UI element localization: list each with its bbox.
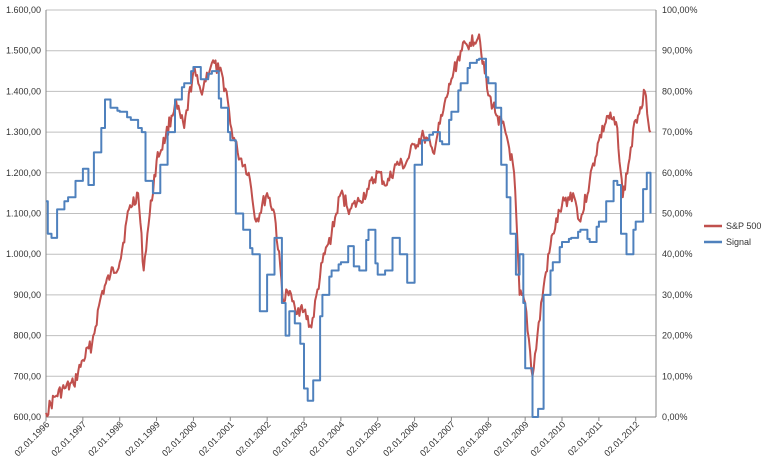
x-tick-label: 02.01.2005 [344, 419, 383, 458]
right-tick-label: 90,00% [662, 46, 693, 56]
right-tick-label: 60,00% [662, 168, 693, 178]
left-axis-tick-labels: 600,00 700,00 800,00 900,00 1.000,00 1.100,00… [6, 5, 41, 422]
x-tick-label: 02.01.1997 [49, 419, 88, 458]
left-tick-label: 1.300,00 [6, 127, 41, 137]
x-tick-label: 02.01.2000 [160, 419, 199, 458]
x-axis-tick-labels: 02.01.199602.01.199702.01.199802.01.1999… [12, 419, 641, 458]
x-tick-label: 02.01.1999 [123, 419, 162, 458]
left-tick-label: 900,00 [13, 290, 41, 300]
right-tick-label: 40,00% [662, 249, 693, 259]
right-tick-label: 0,00% [662, 412, 688, 422]
right-tick-label: 70,00% [662, 127, 693, 137]
right-tick-label: 80,00% [662, 86, 693, 96]
legend-label: S&P 500 [726, 221, 761, 231]
right-tick-label: 50,00% [662, 209, 693, 219]
series-lines [45, 33, 652, 418]
x-tick-label: 02.01.2010 [529, 419, 568, 458]
x-tick-label: 02.01.2002 [234, 419, 273, 458]
left-tick-label: 1.600,00 [6, 5, 41, 15]
right-tick-label: 20,00% [662, 331, 693, 341]
x-tick-label: 02.01.2011 [566, 419, 604, 457]
sp500-series-line [45, 33, 652, 418]
x-tick-label: 02.01.2008 [455, 419, 494, 458]
left-tick-label: 700,00 [13, 371, 41, 381]
x-tick-label: 02.01.1998 [86, 419, 125, 458]
right-tick-label: 30,00% [662, 290, 693, 300]
x-tick-label: 02.01.2004 [307, 419, 346, 458]
x-tick-label: 02.01.2012 [602, 419, 641, 458]
left-tick-label: 1.400,00 [6, 86, 41, 96]
left-tick-label: 1.500,00 [6, 46, 41, 56]
left-tick-label: 800,00 [13, 331, 41, 341]
x-tick-label: 02.01.1996 [12, 419, 51, 458]
legend-label: Signal [726, 237, 751, 247]
left-tick-label: 1.000,00 [6, 249, 41, 259]
right-axis-tick-labels: 0,00% 10,00% 20,00% 30,00% 40,00% 50,00% 60,00… [662, 5, 698, 422]
legend: S&P 500 Signal [704, 221, 761, 247]
right-tick-label: 100,00% [662, 5, 698, 15]
right-tick-label: 10,00% [662, 371, 693, 381]
left-tick-label: 600,00 [13, 412, 41, 422]
x-tick-label: 02.01.2001 [197, 419, 236, 458]
axes [45, 10, 657, 421]
signal-series-line [46, 57, 652, 418]
x-tick-label: 02.01.2009 [492, 419, 531, 458]
gridlines [46, 9, 656, 418]
x-tick-label: 02.01.2006 [381, 419, 420, 458]
x-tick-label: 02.01.2003 [270, 419, 309, 458]
left-tick-label: 1.200,00 [6, 168, 41, 178]
x-tick-label: 02.01.2007 [418, 419, 457, 458]
left-tick-label: 1.100,00 [6, 209, 41, 219]
